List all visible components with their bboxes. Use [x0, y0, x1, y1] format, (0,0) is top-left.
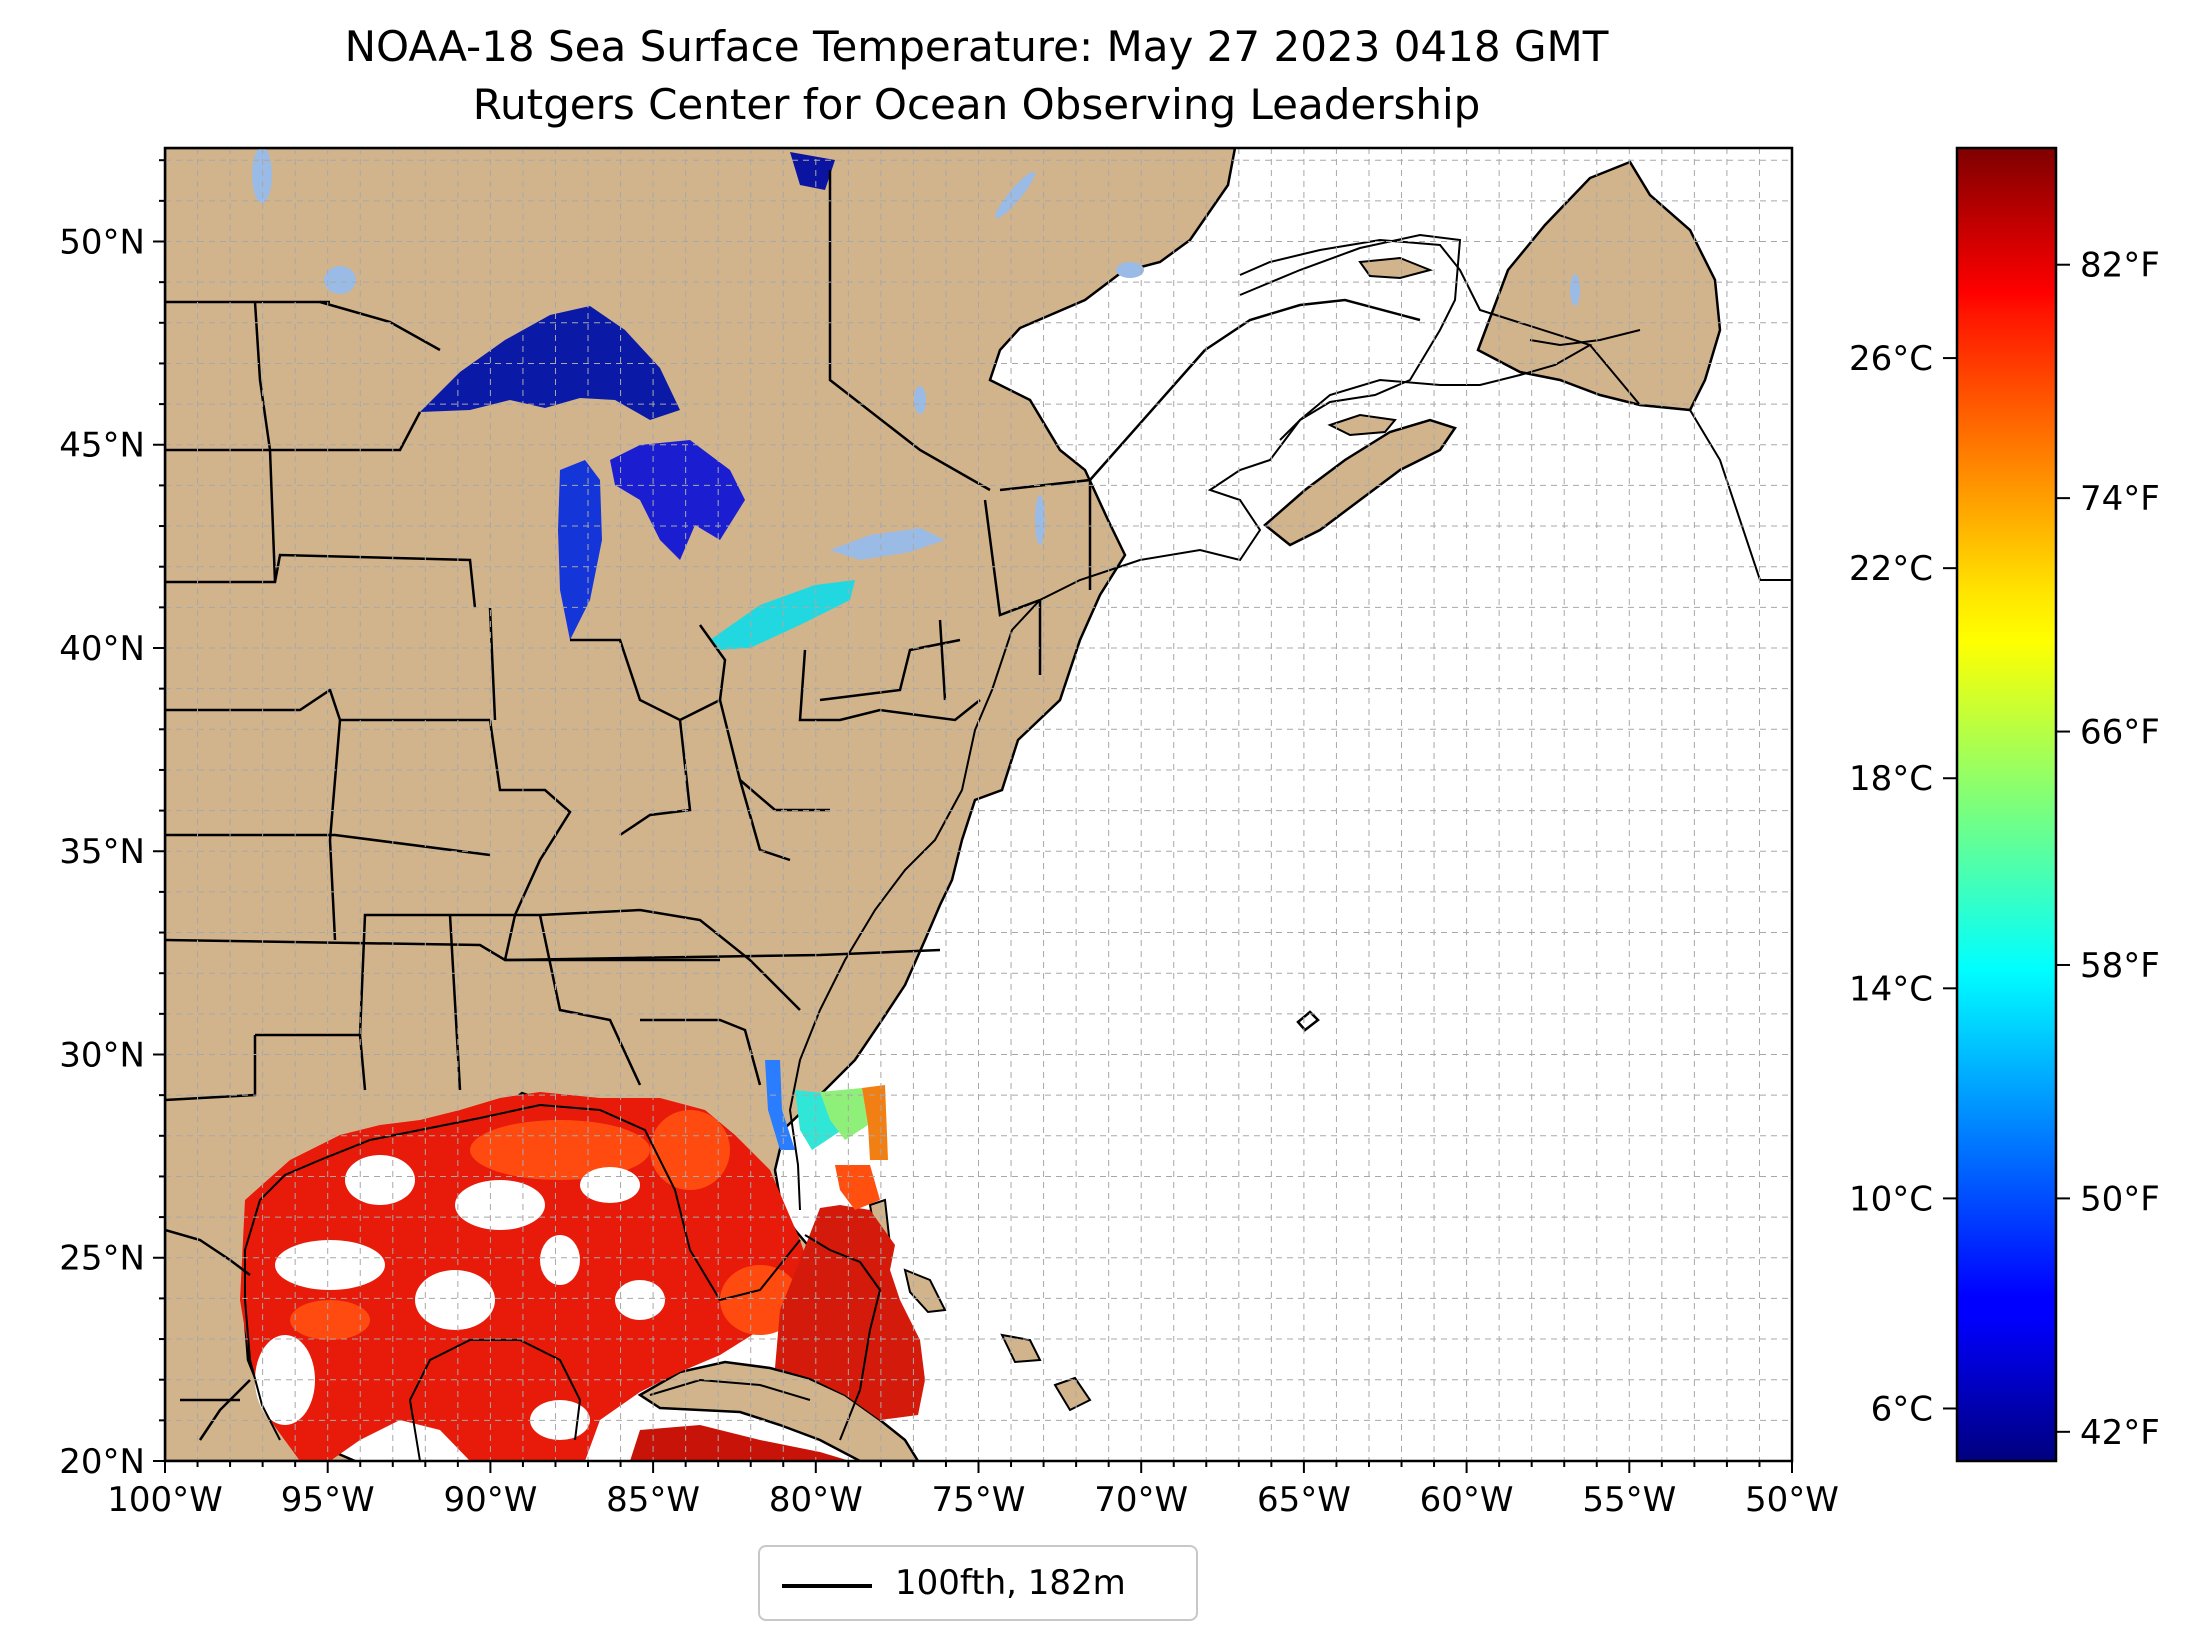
land-nova-scotia: [1263, 418, 1457, 547]
sst-florida-south-warm: [835, 1165, 880, 1210]
lat-tick-label: 20°N: [59, 1442, 145, 1482]
sst-south-cuba: [630, 1425, 850, 1461]
land-bahamas-4: [1053, 1376, 1092, 1412]
celsius-tick-label: 26°C: [1849, 339, 1933, 379]
gulf-st-lawrence-outline: [1239, 233, 1462, 441]
lake-michigan: [558, 460, 602, 640]
lon-tick-label: 95°W: [281, 1480, 375, 1520]
land-anticosti: [1358, 256, 1434, 280]
land-pei: [1327, 413, 1397, 437]
lon-tick-label: 100°W: [107, 1480, 223, 1520]
land-newfoundland: [1476, 160, 1722, 412]
fahrenheit-tick-label: 58°F: [2080, 946, 2160, 986]
lat-tick-label: 45°N: [59, 426, 145, 466]
lat-tick-label: 30°N: [59, 1035, 145, 1075]
fahrenheit-tick-label: 50°F: [2080, 1179, 2160, 1219]
sst-cloud-gaps: [255, 1155, 665, 1440]
fahrenheit-tick-label: 74°F: [2080, 479, 2160, 519]
lon-tick-label: 85°W: [606, 1480, 700, 1520]
celsius-tick-label: 22°C: [1849, 549, 1933, 589]
celsius-tick-label: 14°C: [1849, 969, 1933, 1009]
lat-tick-label: 50°N: [59, 222, 145, 262]
lon-tick-label: 80°W: [769, 1480, 863, 1520]
legend-line-swatch: [782, 1584, 872, 1588]
legend: 100fth, 182m: [758, 1545, 1198, 1621]
sst-caribbean: [775, 1205, 925, 1420]
colorbar-celsius-axis: 6°C 10°C 14°C 18°C 22°C 26°C: [1849, 339, 1957, 1429]
lon-tick-label: 60°W: [1420, 1480, 1514, 1520]
sst-florida-east-orange: [862, 1085, 888, 1160]
lon-tick-label: 50°W: [1745, 1480, 1839, 1520]
inland-lakes: [252, 148, 1580, 545]
isobath-100fth: [244, 238, 1792, 1461]
sst-florida-east-green: [820, 1088, 868, 1140]
lat-tick-label: 40°N: [59, 629, 145, 669]
lake-ontario: [830, 528, 945, 560]
lon-tick-label: 70°W: [1094, 1480, 1188, 1520]
chart-title: NOAA-18 Sea Surface Temperature: May 27 …: [344, 22, 1609, 71]
celsius-tick-label: 10°C: [1849, 1179, 1933, 1219]
lake-nipigon: [790, 152, 835, 190]
fahrenheit-tick-label: 42°F: [2080, 1413, 2160, 1453]
legend-label: 100fth, 182m: [895, 1563, 1126, 1603]
colorbar: [1955, 146, 2058, 1463]
lake-huron: [610, 440, 745, 560]
celsius-tick-label: 6°C: [1871, 1389, 1933, 1429]
state-boundaries: [165, 170, 1421, 1441]
colorbar-fahrenheit-axis: 42°F 50°F 58°F 66°F 74°F 82°F: [2056, 246, 2160, 1453]
land-bahamas-2: [903, 1268, 947, 1314]
fahrenheit-tick-label: 82°F: [2080, 246, 2160, 286]
longitude-axis: 100°W 95°W 90°W 85°W 80°W 75°W 70°W 65°W 60°W 55°…: [107, 1461, 1839, 1520]
fahrenheit-tick-label: 66°F: [2080, 713, 2160, 753]
sst-florida-east-cold: [765, 1060, 795, 1150]
lake-erie: [710, 580, 855, 650]
graticule: [165, 148, 1792, 1461]
land-bermuda: [1296, 1010, 1320, 1032]
lon-tick-label: 90°W: [443, 1480, 537, 1520]
lon-tick-label: 55°W: [1582, 1480, 1676, 1520]
lon-tick-label: 75°W: [932, 1480, 1026, 1520]
lat-tick-label: 35°N: [59, 832, 145, 872]
lat-tick-label: 25°N: [59, 1239, 145, 1279]
celsius-tick-label: 18°C: [1849, 759, 1933, 799]
lon-tick-label: 65°W: [1257, 1480, 1351, 1520]
chart-subtitle: Rutgers Center for Ocean Observing Leade…: [472, 80, 1481, 129]
latitude-axis: 20°N 25°N 30°N 35°N 40°N 45°N 50°N: [59, 159, 165, 1482]
